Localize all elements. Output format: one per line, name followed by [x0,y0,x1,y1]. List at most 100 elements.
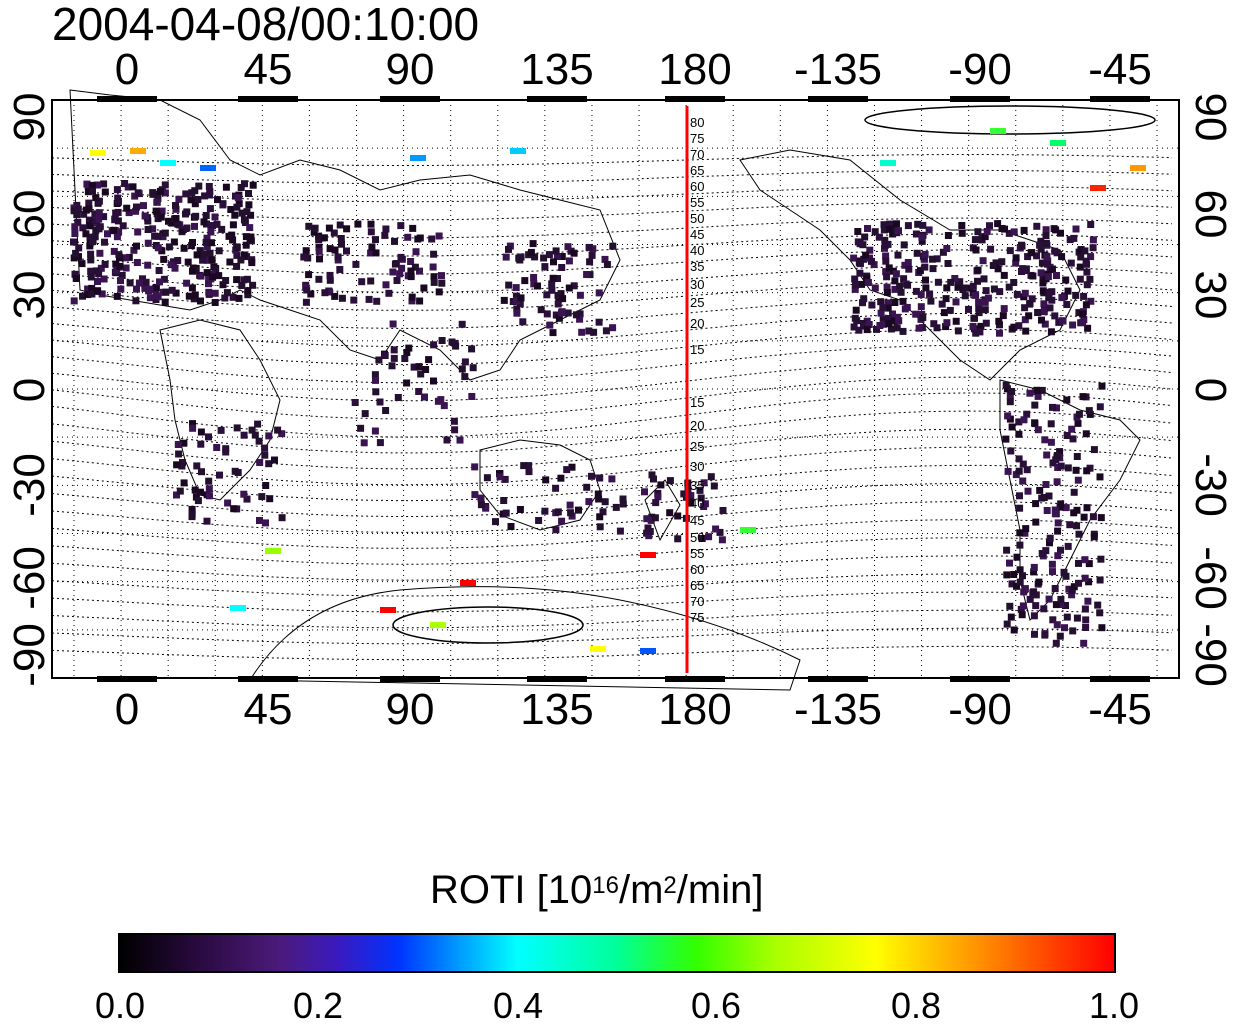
roti-point [891,317,898,325]
roti-point [548,286,556,294]
roti-point [1034,309,1042,316]
roti-point [1043,451,1051,459]
roti-point [1016,541,1024,549]
roti-point [940,309,948,317]
roti-point [942,323,950,331]
roti-point [585,327,593,335]
roti-point [104,230,111,238]
frame-tick [950,676,1010,682]
roti-point [496,473,504,481]
roti-point [1064,542,1072,550]
roti-point [382,225,390,233]
roti-point [185,292,193,300]
roti-point [1077,246,1085,254]
roti-point [596,513,604,521]
roti-point [1083,268,1091,276]
roti-point [376,439,384,447]
top-lon-tick: 90 [385,45,435,94]
roti-point [228,231,236,239]
top-lon-tick: 180 [658,45,732,94]
contour-line [51,591,1173,613]
roti-point [361,410,369,418]
roti-point [885,320,893,328]
roti-point [893,324,901,332]
roti-point [1044,273,1052,281]
roti-point [880,221,888,229]
roti-point [1002,381,1010,389]
roti-point [1038,316,1045,324]
roti-point [860,295,868,303]
roti-point [894,251,902,259]
roti-point [192,212,200,220]
roti-point [155,267,163,274]
roti-point [310,228,318,236]
roti-point [982,319,990,327]
roti-point [265,460,273,468]
roti-point [1052,226,1060,234]
roti-point [331,292,339,300]
roti-point [1062,276,1070,284]
roti-point [237,184,245,191]
roti-point [529,240,537,248]
roti-point [144,239,152,247]
roti-point [915,324,923,332]
roti-point [944,260,952,267]
roti-point [430,377,437,385]
contour-label: 80 [690,115,704,130]
roti-point [233,276,241,284]
roti-point [187,196,195,204]
roti-point [879,304,887,312]
roti-point [585,498,593,506]
roti-point [595,289,603,297]
roti-point [142,278,150,286]
roti-point [710,482,718,490]
roti-point [278,514,286,522]
roti-point [648,471,656,479]
roti-point [261,451,269,459]
roti-point [1062,572,1070,580]
roti-point [868,257,875,265]
roti-point [206,249,214,257]
roti-point [1013,553,1021,561]
roti-point [162,288,170,296]
roti-point [256,517,263,524]
roti-point [697,494,705,502]
roti-point [852,281,859,289]
bottom-lon-tick: 180 [658,685,732,734]
roti-point [994,220,1002,228]
roti-point [850,323,858,331]
roti-point [1023,410,1031,418]
roti-point [883,273,891,281]
roti-point [189,424,197,432]
roti-point [410,363,418,371]
roti-point [640,648,656,654]
roti-point [72,249,80,257]
roti-point [412,248,420,256]
roti-point [233,262,241,270]
roti-point [244,291,252,299]
roti-point [975,298,983,306]
roti-point [375,356,383,364]
roti-point [1096,403,1104,411]
roti-point [981,298,989,306]
roti-point [121,180,129,187]
roti-point [1026,595,1034,603]
roti-point [397,222,405,230]
roti-point [391,237,398,245]
roti-point [1076,263,1084,271]
roti-point [167,261,175,269]
roti-point [989,262,997,269]
roti-point [904,222,912,230]
roti-point [159,233,167,241]
roti-point [1045,595,1053,603]
roti-point [930,320,938,328]
frame-tick [380,96,440,102]
roti-point [443,436,451,444]
roti-point [1074,419,1082,427]
roti-point [70,254,78,262]
roti-point [938,300,946,308]
roti-point [416,267,423,275]
contour-label: 35 [690,478,704,493]
roti-point [1096,473,1104,481]
contour-line [51,344,1173,384]
